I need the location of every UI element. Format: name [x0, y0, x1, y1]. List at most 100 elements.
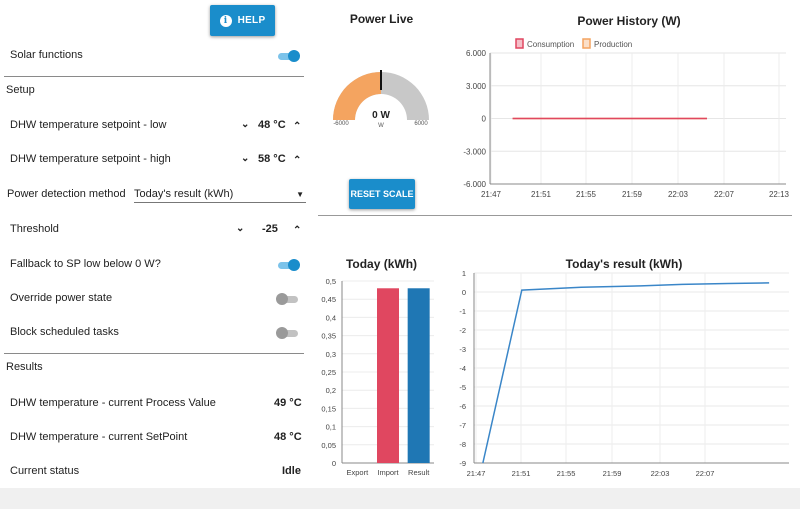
help-button-label: HELP — [237, 15, 266, 26]
today-kwh-title: Today (kWh) — [345, 257, 418, 271]
x-tick-label: Import — [377, 468, 399, 477]
reset-scale-label: RESET SCALE — [350, 189, 414, 199]
x-tick-label: 21:55 — [557, 469, 576, 478]
y-tick-label: 0,45 — [321, 295, 336, 304]
bar-import — [377, 288, 399, 463]
y-tick-label: -6.000 — [463, 180, 486, 189]
today-kwh-chart: 0,5 0,45 0,4 0,35 0,3 0,25 0,2 0,15 0,1 0,05 0 Expo… — [321, 277, 434, 477]
x-tick-label: 22:07 — [714, 190, 735, 199]
chevron-up-icon[interactable]: ⌃ — [293, 225, 302, 236]
y-tick-label: -6 — [459, 402, 466, 411]
x-tick-label: 22:07 — [696, 469, 715, 478]
x-tick-label: 21:51 — [531, 190, 552, 199]
dhw-high-row: DHW temperature setpoint - high ⌄ 58 °C … — [0, 153, 309, 167]
process-value-value: 49 °C — [274, 397, 302, 409]
y-tick-label: -7 — [459, 421, 466, 430]
power-detection-value: Today's result (kWh) — [134, 188, 234, 200]
x-tick-label: 22:03 — [668, 190, 689, 199]
y-tick-label: 0,05 — [321, 441, 336, 450]
threshold-value: -25 — [262, 223, 278, 235]
x-tick-label: 22:13 — [769, 190, 790, 199]
results-section-title: Results — [6, 361, 43, 373]
gauge-fill-arc — [333, 72, 381, 120]
status-value: Idle — [282, 465, 301, 477]
threshold-label: Threshold — [10, 223, 59, 235]
divider — [4, 76, 304, 77]
y-tick-label: -3.000 — [463, 147, 486, 156]
help-button[interactable]: i HELP — [210, 5, 275, 36]
y-tick-label: 0,25 — [321, 368, 336, 377]
block-label: Block scheduled tasks — [10, 326, 119, 338]
solar-functions-label: Solar functions — [10, 49, 83, 61]
chevron-down-icon[interactable]: ⌄ — [241, 119, 250, 130]
bar-result — [407, 288, 430, 463]
y-tick-label: 0 — [462, 288, 466, 297]
y-tick-label: -9 — [459, 459, 466, 468]
fallback-toggle[interactable] — [276, 259, 300, 271]
dhw-low-row: DHW temperature setpoint - low ⌄ 48 °C ⌃ — [0, 119, 309, 133]
setup-section-title: Setup — [6, 84, 35, 96]
status-row: Current status Idle — [0, 465, 309, 479]
y-tick-label: 6.000 — [466, 49, 487, 58]
chevron-up-icon[interactable]: ⌃ — [293, 155, 302, 166]
status-label: Current status — [10, 465, 80, 477]
legend-label: Consumption — [527, 40, 574, 49]
y-tick-label: 0,35 — [321, 332, 336, 341]
x-tick-label: 21:55 — [576, 190, 597, 199]
x-tick-label: 21:47 — [481, 190, 502, 199]
fallback-label: Fallback to SP low below 0 W? — [10, 258, 161, 270]
dhw-high-value: 58 °C — [258, 153, 286, 165]
horizontal-divider — [318, 215, 792, 216]
power-live-title: Power Live — [349, 12, 414, 26]
fallback-row: Fallback to SP low below 0 W? — [0, 258, 309, 272]
threshold-row: Threshold ⌄ -25 ⌃ — [0, 223, 309, 237]
y-tick-label: -8 — [459, 440, 466, 449]
divider — [4, 353, 304, 354]
override-row: Override power state — [0, 292, 309, 306]
legend-swatch — [515, 38, 524, 49]
y-tick-label: 0,5 — [326, 277, 336, 286]
dhw-low-label: DHW temperature setpoint - low — [10, 119, 167, 131]
power-history-title: Power History (W) — [577, 14, 681, 28]
x-tick-label: Export — [346, 468, 369, 477]
chevron-down-icon[interactable]: ⌄ — [236, 223, 245, 234]
x-tick-label: 21:59 — [603, 469, 622, 478]
dhw-low-value: 48 °C — [258, 119, 286, 131]
solar-functions-toggle[interactable] — [276, 50, 300, 62]
power-history-chart: Consumption Production 6.000 3.000 0 -3.000 -6… — [463, 38, 790, 199]
y-tick-label: 0,3 — [326, 350, 336, 359]
override-toggle[interactable] — [276, 293, 300, 305]
y-tick-label: 0,1 — [326, 423, 336, 432]
reset-scale-button[interactable]: RESET SCALE — [349, 179, 415, 209]
y-tick-label: 0 — [482, 115, 487, 124]
gauge-max: 6000 — [414, 121, 428, 127]
chevron-down-icon[interactable]: ⌄ — [241, 153, 250, 164]
dhw-high-label: DHW temperature setpoint - high — [10, 153, 171, 165]
today-result-title: Today's result (kWh) — [565, 257, 683, 271]
gauge-value: 0 W — [372, 110, 390, 121]
gauge-min: -6000 — [333, 121, 349, 127]
x-tick-label: 21:59 — [622, 190, 643, 199]
today-result-chart: 1 0 -1 -2 -3 -4 -5 -6 -7 -8 -921:47 21:51 21:55 21:59… — [459, 269, 789, 478]
y-tick-label: 0,15 — [321, 404, 336, 413]
dropdown-arrow-icon: ▼ — [296, 190, 304, 199]
legend-swatch — [582, 38, 591, 49]
power-detection-select[interactable]: Today's result (kWh) ▼ — [134, 188, 306, 203]
y-tick-label: 0,4 — [326, 313, 336, 322]
power-detection-label: Power detection method — [7, 188, 126, 200]
process-value-row: DHW temperature - current Process Value … — [0, 397, 309, 411]
y-tick-label: 0,2 — [326, 386, 336, 395]
y-tick-label: 1 — [462, 269, 466, 278]
setpoint-label: DHW temperature - current SetPoint — [10, 431, 188, 443]
y-tick-label: -1 — [459, 307, 466, 316]
block-toggle[interactable] — [276, 327, 300, 339]
info-icon: i — [219, 14, 232, 27]
charts-panel: Power Live 0 W W -6000 6000 RESET SCALE … — [309, 0, 800, 488]
y-tick-label: 0 — [332, 459, 336, 468]
chevron-up-icon[interactable]: ⌃ — [293, 121, 302, 132]
y-tick-label: -4 — [459, 364, 466, 373]
process-value-label: DHW temperature - current Process Value — [10, 397, 216, 409]
x-tick-label: 21:47 — [467, 469, 486, 478]
y-tick-label: -5 — [459, 383, 466, 392]
x-tick-label: 22:03 — [651, 469, 670, 478]
